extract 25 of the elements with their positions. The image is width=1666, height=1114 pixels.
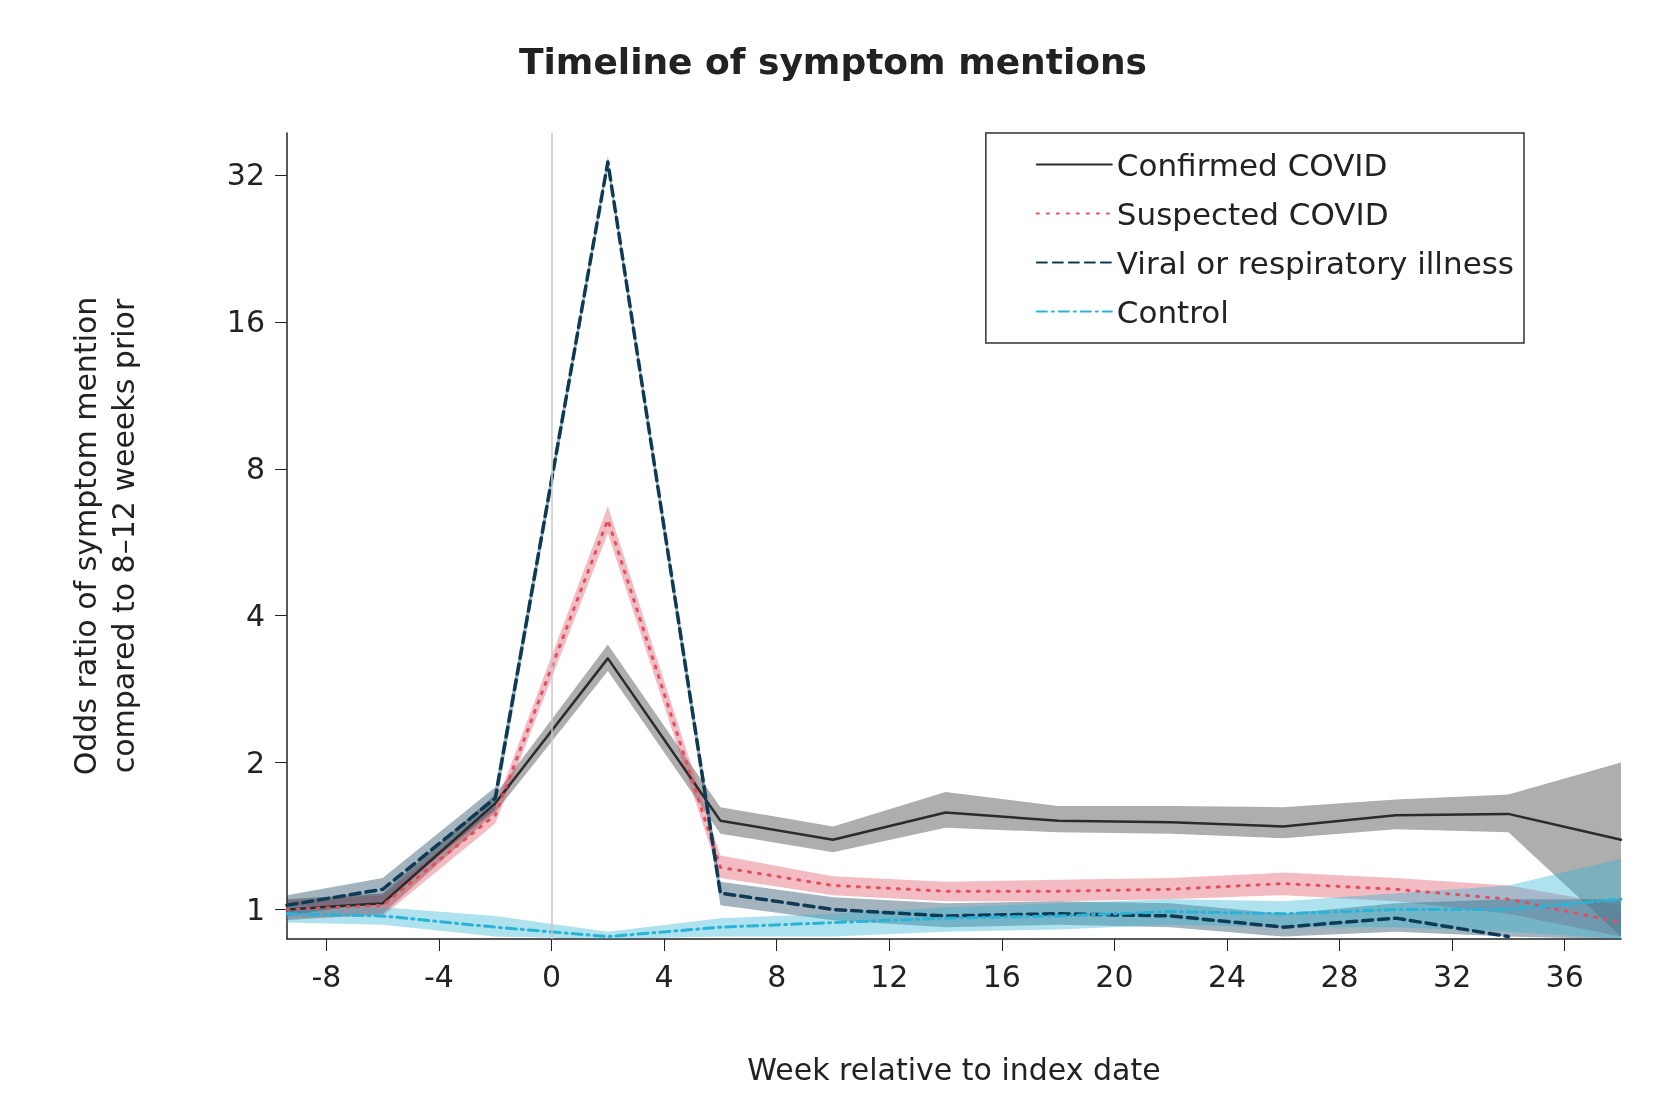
x-tick-label: 12 <box>870 958 909 994</box>
x-tick-label: 16 <box>982 958 1021 994</box>
x-tick-label: 32 <box>1433 958 1472 994</box>
y-tick-label: 32 <box>226 157 265 193</box>
y-tick-label: 16 <box>226 304 265 340</box>
x-axis-title: Week relative to index date <box>747 1051 1161 1087</box>
x-tick-label: 24 <box>1207 958 1247 994</box>
legend-label: Viral or respiratory illness <box>1116 244 1515 281</box>
y-tick-label: 8 <box>245 451 265 487</box>
legend-label: Control <box>1116 293 1229 330</box>
x-tick-label: 0 <box>542 958 562 994</box>
legend-label: Suspected COVID <box>1116 195 1389 232</box>
x-tick-label: -4 <box>424 958 454 994</box>
legend-label: Confirmed COVID <box>1116 146 1388 183</box>
x-tick-label: 36 <box>1545 958 1584 994</box>
y-tick-label: 1 <box>245 891 265 927</box>
x-tick-label: 20 <box>1095 958 1134 994</box>
x-tick-label: 28 <box>1320 958 1359 994</box>
x-tick-label: 8 <box>767 958 787 994</box>
y-tick-label: 4 <box>245 598 265 634</box>
y-tick-label: 2 <box>245 745 265 781</box>
chart-title: Timeline of symptom mentions <box>518 40 1148 82</box>
x-tick-label: -8 <box>311 958 342 994</box>
y-axis-title: Odds ratio of symptom mention compared to 8–12 weeeks prior <box>67 296 141 776</box>
x-tick-label: 4 <box>654 958 674 994</box>
